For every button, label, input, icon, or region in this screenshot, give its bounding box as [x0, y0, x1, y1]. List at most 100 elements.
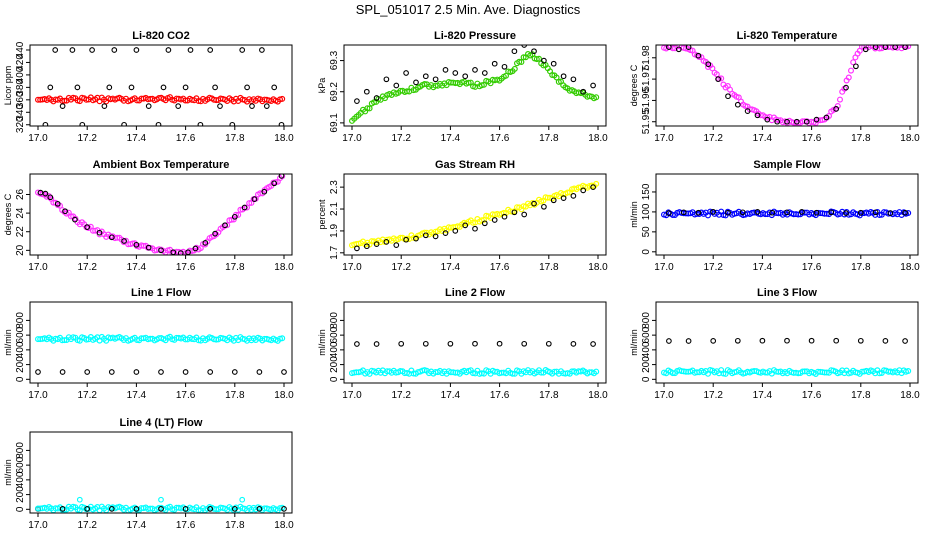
x-tick-label: 18.0 — [274, 133, 294, 144]
x-tick-label: 18.0 — [588, 390, 608, 401]
x-tick-label: 17.8 — [539, 390, 559, 401]
y-tick-label: 69.2 — [329, 82, 340, 102]
y-tick-label: 51.96 — [641, 87, 652, 112]
data-point — [564, 189, 571, 196]
data-point — [108, 234, 115, 241]
data-point — [47, 84, 54, 91]
data-point — [106, 84, 113, 91]
plot-area — [349, 180, 600, 252]
x-tick-label: 17.0 — [654, 390, 674, 401]
data-point — [472, 67, 478, 73]
x-tick-label: 17.0 — [342, 262, 362, 273]
data-point — [42, 121, 49, 126]
data-point — [256, 369, 263, 375]
data-point — [862, 46, 869, 53]
y-tick-label: 600 — [329, 326, 340, 343]
data-point — [59, 506, 66, 512]
y-tick-label: 200 — [15, 486, 26, 503]
data-point — [230, 216, 237, 223]
y-tick-label: 200 — [641, 356, 652, 373]
data-point — [202, 240, 209, 246]
data-point — [363, 243, 370, 250]
series-raw — [354, 45, 596, 104]
data-point — [354, 341, 360, 347]
y-tick-label: 0 — [15, 506, 26, 512]
x-tick-label: 17.0 — [654, 133, 674, 144]
x-tick-label: 17.2 — [77, 520, 97, 531]
panel-temp: Li-820 Temperature 17.0 17.2 17.4 17.6 17.8 18… — [629, 30, 920, 144]
x-tick-label: 17.2 — [391, 390, 411, 401]
data-point — [442, 67, 449, 73]
data-point — [813, 209, 820, 216]
y-tick-label: 1.7 — [329, 245, 340, 259]
data-point — [231, 369, 238, 375]
data-point — [383, 76, 390, 83]
data-point — [593, 94, 600, 101]
x-tick-label: 17.2 — [77, 262, 97, 273]
data-point — [580, 187, 587, 194]
plot-area — [34, 496, 287, 513]
data-point — [685, 45, 692, 50]
x-tick-label: 17.2 — [77, 133, 97, 144]
x-tick-label: 17.4 — [441, 390, 461, 401]
x-tick-label: 17.2 — [391, 133, 411, 144]
panel-ambient: Ambient Box Temperature 17.0 17.2 17.4 17.6 1… — [3, 159, 294, 273]
data-point — [590, 184, 596, 190]
y-tick-label: 400 — [641, 341, 652, 358]
data-point — [739, 209, 746, 216]
y-tick-label: 340 — [15, 104, 26, 121]
y-tick-label: 420 — [15, 54, 26, 71]
data-point — [84, 506, 91, 512]
data-point — [422, 73, 429, 80]
data-point — [666, 45, 672, 50]
data-point — [281, 506, 287, 512]
chart-panels: Li-820 CO2 17.0 17.2 17.4 17.6 17.8 18.0 320340… — [3, 30, 920, 531]
data-point — [828, 209, 835, 216]
data-point — [158, 369, 164, 375]
plot-area — [34, 333, 287, 375]
data-point — [580, 88, 587, 95]
data-point — [422, 232, 429, 239]
x-tick-label: 17.6 — [802, 390, 822, 401]
main-title: SPL_051017 2.5 Min. Ave. Diagnostics — [356, 2, 581, 17]
panel-title: Line 2 Flow — [445, 287, 505, 299]
data-point — [155, 121, 162, 126]
data-point — [279, 95, 286, 102]
y-tick-label: 24 — [15, 207, 26, 219]
data-point — [383, 239, 390, 245]
plot-area — [34, 174, 286, 255]
data-point — [182, 84, 189, 91]
panel-title: Line 4 (LT) Flow — [120, 417, 203, 429]
data-point — [366, 105, 373, 112]
x-tick-label: 17.0 — [28, 520, 48, 531]
y-tick-label: 51.95 — [641, 109, 652, 134]
x-tick-label: 17.8 — [851, 133, 871, 144]
data-point — [521, 340, 528, 347]
data-point — [83, 336, 90, 343]
y-axis-label: ml/min — [3, 459, 13, 486]
data-point — [182, 369, 189, 375]
y-axis-label: Licor ppm — [3, 66, 13, 106]
series-raw — [35, 506, 287, 512]
y-tick-label: 600 — [15, 326, 26, 343]
data-point — [121, 238, 127, 244]
data-point — [491, 217, 498, 223]
data-point — [42, 190, 49, 197]
y-tick-label: 200 — [15, 356, 26, 373]
data-point — [222, 222, 228, 229]
panel-title: Gas Stream RH — [435, 159, 515, 171]
series-averages — [34, 333, 286, 344]
data-point — [363, 88, 370, 95]
data-point — [69, 47, 76, 53]
y-tick-label: 400 — [15, 471, 26, 488]
data-point — [101, 103, 108, 109]
data-point — [511, 65, 518, 72]
x-tick-label: 17.6 — [490, 133, 510, 144]
data-point — [754, 112, 761, 119]
data-point — [177, 250, 184, 255]
data-point — [76, 496, 83, 503]
data-point — [560, 73, 567, 80]
data-point — [239, 496, 246, 503]
x-tick-label: 18.0 — [274, 262, 294, 273]
x-tick-label: 17.8 — [539, 262, 559, 273]
